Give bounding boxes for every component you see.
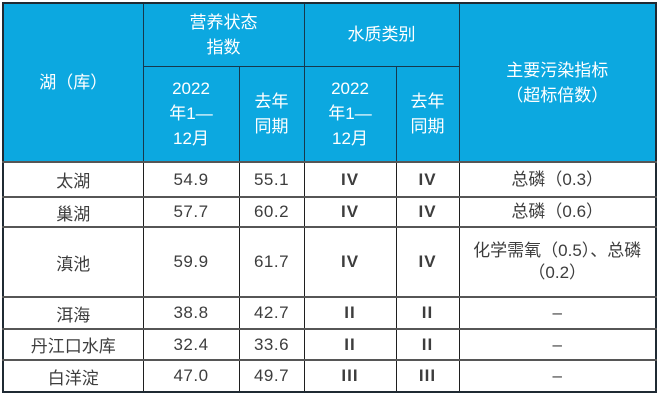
lake-name: 洱海 xyxy=(2,296,144,329)
period-prev-line2: 同期 xyxy=(254,116,289,136)
tli-2022: 32.4 xyxy=(142,328,240,360)
tli-prev: 33.6 xyxy=(238,328,305,360)
table-row-danjiangkou: 丹江口水库 32.4 33.6 II II – xyxy=(2,328,657,360)
header-lake-column: 湖（库） xyxy=(2,2,144,163)
period-prev-line1: 去年 xyxy=(254,91,289,111)
tli-2022: 54.9 xyxy=(142,161,240,197)
main-pollutants: 总磷（0.3） xyxy=(458,161,657,197)
header-nutrition-line1: 营养状态 xyxy=(189,12,258,32)
table-header: 湖（库） 营养状态 指数 水质类别 主要污染指标 （超标倍数） 2022 年1—… xyxy=(2,2,657,163)
period-2022-line2: 年1— xyxy=(169,104,213,124)
tli-prev: 49.7 xyxy=(238,359,305,392)
wq-class-2022: IV xyxy=(303,161,397,197)
wq-class-2022: II xyxy=(303,296,397,329)
table-body: 太湖 54.9 55.1 IV IV 总磷（0.3） 巢湖 57.7 60.2 … xyxy=(2,161,657,392)
table-row-baiyangdian: 白洋淀 47.0 49.7 III III – xyxy=(2,359,657,392)
main-pollutants: – xyxy=(458,328,657,360)
header-nutrition-period-2022: 2022 年1— 12月 xyxy=(142,65,240,163)
lake-water-quality-table: 湖（库） 营养状态 指数 水质类别 主要污染指标 （超标倍数） 2022 年1—… xyxy=(2,2,657,393)
header-nutrition-period-prev: 去年 同期 xyxy=(238,65,305,163)
tli-2022: 47.0 xyxy=(142,359,240,392)
period-2022-line3: 12月 xyxy=(173,129,209,149)
period-prev-line2: 同期 xyxy=(410,116,445,136)
header-water-quality-group: 水质类别 xyxy=(303,2,460,67)
period-2022-line2: 年1— xyxy=(328,104,372,124)
tli-2022: 59.9 xyxy=(142,226,240,297)
table-row-taihu: 太湖 54.9 55.1 IV IV 总磷（0.3） xyxy=(2,161,657,197)
main-pollutants: – xyxy=(458,296,657,329)
main-pollutants: – xyxy=(458,359,657,392)
wq-class-prev: II xyxy=(395,296,460,329)
table-row-dianchi: 滇池 59.9 61.7 IV IV 化学需氧（0.5）、总磷（0.2） xyxy=(2,226,657,297)
main-pollutants: 总磷（0.6） xyxy=(458,196,657,227)
table-row-chaohu: 巢湖 57.7 60.2 IV IV 总磷（0.6） xyxy=(2,196,657,227)
header-pollutant-line1: 主要污染指标 xyxy=(506,60,609,80)
lake-name: 丹江口水库 xyxy=(2,328,144,360)
wq-class-prev: IV xyxy=(395,161,460,197)
header-pollutant-line2: （超标倍数） xyxy=(506,85,609,105)
lake-name: 白洋淀 xyxy=(2,359,144,392)
period-2022-line1: 2022 xyxy=(172,79,210,99)
header-main-pollutants: 主要污染指标 （超标倍数） xyxy=(458,2,657,163)
wq-class-2022: IV xyxy=(303,196,397,227)
tli-prev: 60.2 xyxy=(238,196,305,227)
wq-class-prev: IV xyxy=(395,196,460,227)
header-nutrition-line2: 指数 xyxy=(206,37,241,57)
tli-prev: 61.7 xyxy=(238,226,305,297)
wq-class-prev: IV xyxy=(395,226,460,297)
header-row-groups: 湖（库） 营养状态 指数 水质类别 主要污染指标 （超标倍数） xyxy=(2,2,657,163)
tli-prev: 42.7 xyxy=(238,296,305,329)
header-nutrition-index-group: 营养状态 指数 xyxy=(142,2,305,67)
tli-2022: 38.8 xyxy=(142,296,240,329)
wq-class-2022: II xyxy=(303,328,397,360)
period-prev-line1: 去年 xyxy=(410,91,445,111)
lake-name: 滇池 xyxy=(2,226,144,297)
period-2022-line1: 2022 xyxy=(331,79,369,99)
tli-prev: 55.1 xyxy=(238,161,305,197)
lake-name: 太湖 xyxy=(2,161,144,197)
table-row-erhai: 洱海 38.8 42.7 II II – xyxy=(2,296,657,329)
wq-class-prev: II xyxy=(395,328,460,360)
main-pollutants: 化学需氧（0.5）、总磷（0.2） xyxy=(458,226,657,297)
tli-2022: 57.7 xyxy=(142,196,240,227)
wq-class-prev: III xyxy=(395,359,460,392)
header-quality-period-prev: 去年 同期 xyxy=(395,65,460,163)
header-quality-period-2022: 2022 年1— 12月 xyxy=(303,65,397,163)
lake-name: 巢湖 xyxy=(2,196,144,227)
wq-class-2022: III xyxy=(303,359,397,392)
period-2022-line3: 12月 xyxy=(332,129,368,149)
header-row-periods: 2022 年1— 12月 去年 同期 2022 年1— 12月 去年 同期 xyxy=(3,65,656,163)
wq-class-2022: IV xyxy=(303,226,397,297)
